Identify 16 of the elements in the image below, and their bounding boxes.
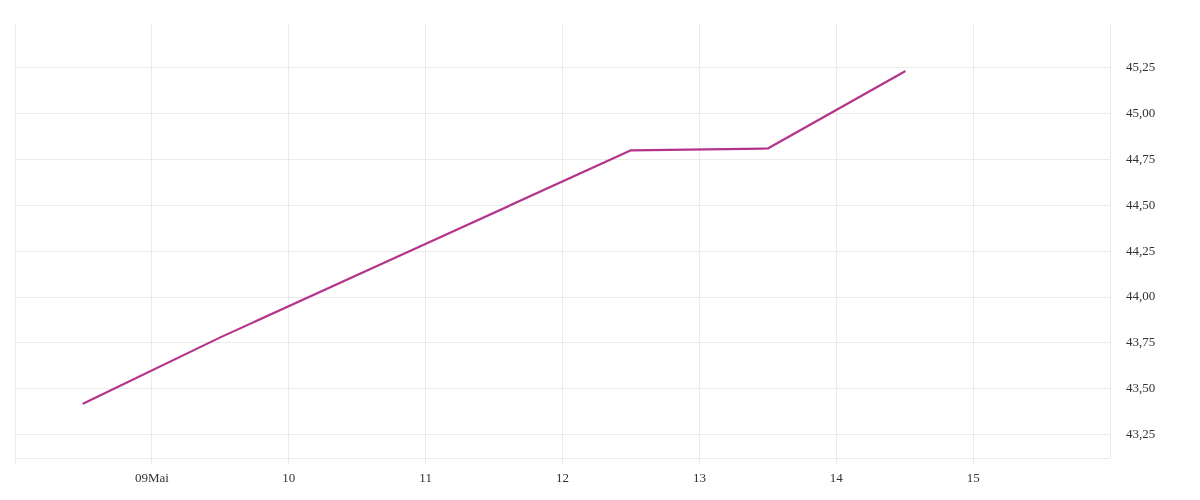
x-tick-label: 12 bbox=[556, 469, 569, 485]
x-tick-label: 11 bbox=[419, 469, 432, 485]
y-tick-label: 45,00 bbox=[1126, 105, 1156, 121]
y-tick-label: 44,50 bbox=[1126, 196, 1156, 212]
y-tick-label: 43,50 bbox=[1126, 380, 1156, 396]
y-tick-label: 44,00 bbox=[1126, 288, 1156, 304]
x-tick-label: 15 bbox=[966, 469, 980, 485]
x-tick-label: 13 bbox=[692, 469, 706, 485]
y-tick-label: 44,75 bbox=[1126, 150, 1156, 166]
x-tick-label: 14 bbox=[829, 469, 844, 485]
y-tick-label: 43,75 bbox=[1126, 334, 1156, 350]
y-tick-label: 44,25 bbox=[1126, 242, 1156, 258]
y-tick-label: 43,25 bbox=[1126, 425, 1156, 441]
x-tick-label: 10 bbox=[282, 469, 296, 485]
x-tick-label: 09Mai bbox=[134, 469, 170, 485]
y-tick-label: 45,25 bbox=[1126, 59, 1156, 75]
